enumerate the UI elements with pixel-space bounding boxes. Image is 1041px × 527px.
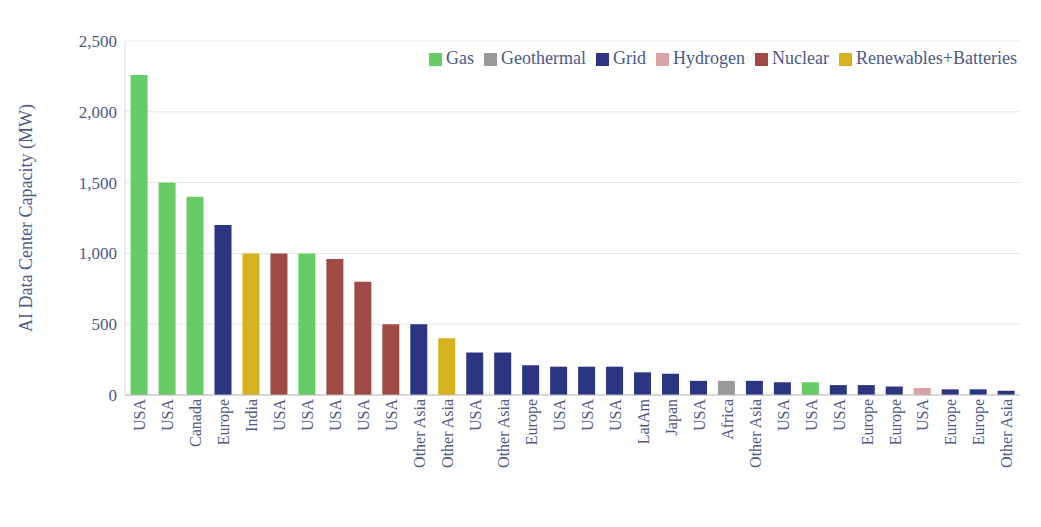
svg-text:USA: USA: [579, 399, 596, 431]
svg-text:USA: USA: [803, 399, 820, 431]
svg-text:USA: USA: [914, 399, 931, 431]
svg-text:Other Asia: Other Asia: [495, 399, 512, 468]
svg-text:1,500: 1,500: [79, 174, 117, 193]
svg-text:USA: USA: [831, 399, 848, 431]
svg-text:USA: USA: [299, 399, 316, 431]
svg-text:Europe: Europe: [970, 399, 988, 445]
svg-text:Japan: Japan: [663, 399, 681, 435]
svg-text:USA: USA: [691, 399, 708, 431]
svg-text:Europe: Europe: [942, 399, 960, 445]
svg-text:Other Asia: Other Asia: [998, 399, 1015, 468]
svg-text:USA: USA: [131, 399, 148, 431]
svg-text:Other Asia: Other Asia: [747, 399, 764, 468]
svg-text:USA: USA: [327, 399, 344, 431]
svg-text:USA: USA: [355, 399, 372, 431]
svg-text:2,500: 2,500: [79, 32, 117, 51]
svg-text:USA: USA: [467, 399, 484, 431]
svg-text:USA: USA: [607, 399, 624, 431]
svg-text:USA: USA: [383, 399, 400, 431]
svg-text:Europe: Europe: [859, 399, 877, 445]
html-text:Geothermal: Geothermal: [501, 48, 586, 68]
svg-text:500: 500: [92, 315, 118, 334]
svg-text:USA: USA: [551, 399, 568, 431]
svg-text:LatAm: LatAm: [635, 398, 652, 444]
svg-text:USA: USA: [271, 399, 288, 431]
svg-text:India: India: [243, 399, 260, 432]
html-text:Hydrogen: Hydrogen: [672, 48, 745, 68]
svg-text:Europe: Europe: [215, 399, 233, 445]
html-text:Grid: Grid: [612, 48, 646, 68]
svg-text:Other Asia: Other Asia: [411, 399, 428, 468]
svg-text:USA: USA: [775, 399, 792, 431]
svg-text:Europe: Europe: [523, 399, 541, 445]
html-text:Renewables+Batteries: Renewables+Batteries: [855, 48, 1017, 68]
svg-text:1,000: 1,000: [79, 244, 117, 263]
html-text:Nuclear: Nuclear: [771, 48, 829, 68]
svg-text:USA: USA: [159, 399, 176, 431]
svg-text:2,000: 2,000: [79, 103, 117, 122]
svg-text:Europe: Europe: [887, 399, 905, 445]
svg-text:Other Asia: Other Asia: [439, 399, 456, 468]
svg-text:Canada: Canada: [187, 399, 204, 447]
html-text:Gas: Gas: [446, 48, 474, 68]
svg-text:Africa: Africa: [719, 399, 736, 440]
svg-text:0: 0: [109, 386, 118, 405]
svg-text:AI Data Center Capacity (MW): AI Data Center Capacity (MW): [16, 104, 37, 332]
